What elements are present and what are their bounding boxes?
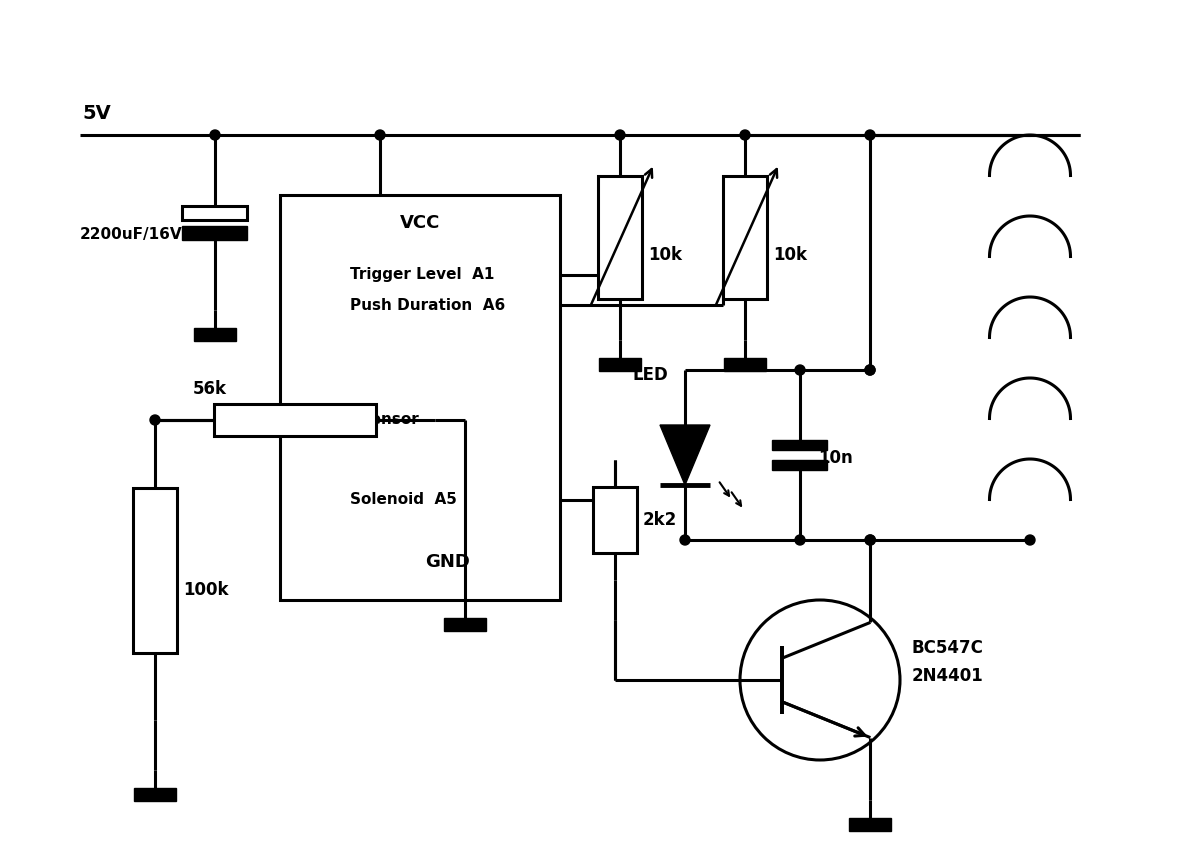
Circle shape: [865, 535, 875, 545]
Bar: [134, 788, 176, 801]
Text: VCC: VCC: [400, 214, 440, 232]
Circle shape: [151, 415, 160, 425]
Bar: [598, 176, 642, 299]
Bar: [183, 226, 247, 240]
Text: 10k: 10k: [648, 246, 682, 264]
Bar: [445, 618, 486, 631]
Bar: [183, 206, 247, 220]
Text: A7 Sensor: A7 Sensor: [332, 413, 418, 427]
Circle shape: [375, 130, 385, 140]
Text: Trigger Level  A1: Trigger Level A1: [350, 267, 495, 283]
Circle shape: [795, 535, 805, 545]
Text: GND: GND: [425, 553, 470, 571]
Bar: [214, 404, 376, 436]
Circle shape: [865, 535, 876, 545]
Text: Push Duration  A6: Push Duration A6: [350, 298, 505, 312]
Bar: [850, 818, 891, 831]
Circle shape: [680, 535, 690, 545]
Text: 56k: 56k: [194, 380, 227, 398]
Text: 10n: 10n: [819, 449, 853, 467]
Text: LED: LED: [633, 366, 669, 384]
Text: 2N4401: 2N4401: [912, 667, 983, 685]
Text: 5V: 5V: [82, 104, 111, 123]
Bar: [133, 488, 177, 652]
Bar: [772, 460, 827, 470]
Bar: [772, 440, 827, 450]
Text: BC547C: BC547C: [912, 639, 983, 657]
Text: 100k: 100k: [183, 581, 228, 599]
Text: 2200uF/16V: 2200uF/16V: [80, 227, 183, 242]
Circle shape: [210, 130, 220, 140]
Circle shape: [865, 365, 875, 375]
Bar: [593, 487, 637, 553]
Circle shape: [865, 365, 875, 375]
Circle shape: [740, 130, 750, 140]
Text: 2k2: 2k2: [643, 511, 678, 529]
Text: Solenoid  A5: Solenoid A5: [350, 492, 456, 508]
Bar: [194, 328, 235, 341]
Polygon shape: [660, 425, 710, 485]
Circle shape: [615, 130, 625, 140]
Circle shape: [865, 130, 875, 140]
Text: 10k: 10k: [773, 246, 807, 264]
Circle shape: [795, 365, 805, 375]
Bar: [723, 176, 767, 299]
Bar: [280, 195, 560, 600]
Bar: [599, 358, 641, 371]
Circle shape: [1025, 535, 1035, 545]
Bar: [724, 358, 766, 371]
